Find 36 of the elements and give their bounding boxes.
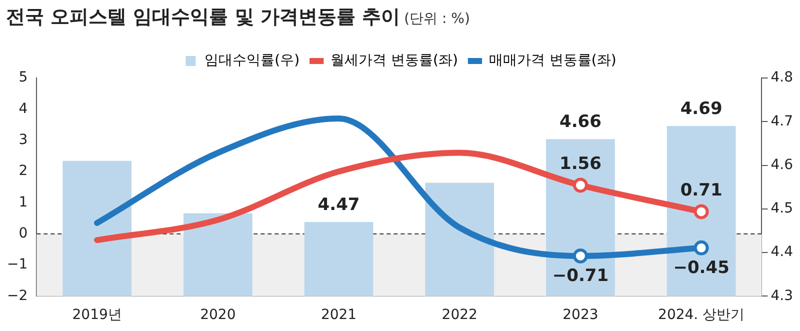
- y-tick-label: −1: [6, 256, 28, 273]
- y2-tick-label: 4.4: [770, 244, 794, 260]
- data-label: 4.66: [559, 112, 602, 132]
- y2-tick-label: 4.7: [770, 113, 793, 130]
- legend-label: 임대수익률(우): [204, 52, 300, 69]
- legend-label: 매매가격 변동률(좌): [488, 52, 616, 69]
- data-label: −0.71: [552, 266, 609, 286]
- legend-label: 월세가격 변동률(좌): [330, 52, 458, 69]
- y-tick-label: 2: [18, 163, 28, 180]
- data-label: 4.47: [318, 194, 360, 215]
- y-tick-label: 0: [18, 226, 28, 242]
- point: [572, 178, 588, 193]
- x-tick-label: 2022: [442, 307, 478, 324]
- y-tick-label: 1: [18, 194, 28, 210]
- point: [572, 248, 588, 264]
- chart-subtitle: (단위 : %): [404, 11, 470, 27]
- x-tick-label: 2019년: [72, 307, 122, 324]
- y-tick-label: 3: [18, 132, 28, 148]
- y-tick-label: −2: [6, 288, 28, 304]
- y-tick-label: 4: [18, 100, 28, 117]
- point: [694, 204, 709, 220]
- data-label: 0.71: [680, 180, 722, 201]
- y2-tick-label: 4.6: [770, 156, 794, 173]
- data-label: 1.56: [559, 154, 602, 174]
- x-tick-label: 2023: [562, 307, 598, 324]
- y2-tick-label: 4.3: [770, 288, 793, 304]
- x-tick-label: 2020: [200, 307, 236, 324]
- data-label: −0.45: [673, 258, 730, 278]
- y2-tick-label: 4.5: [770, 200, 793, 217]
- data-label: 4.69: [680, 98, 722, 119]
- x-tick-label: 2021: [320, 307, 357, 324]
- y-tick-label: 5: [18, 70, 28, 86]
- chart-title: 전국 오피스텔 임대수익률 및 가격변동률 추이: [6, 6, 400, 28]
- y2-tick-label: 4.8: [770, 70, 793, 86]
- x-tick-label: 2024. 상반기: [658, 307, 745, 324]
- point: [694, 240, 709, 256]
